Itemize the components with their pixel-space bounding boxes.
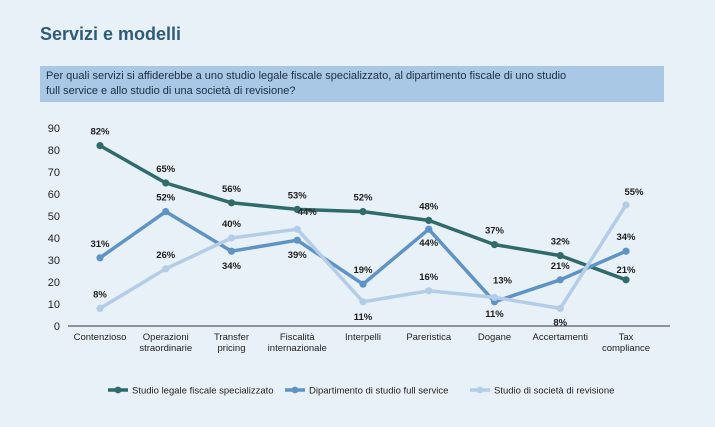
series-2-point bbox=[359, 280, 367, 288]
x-category-label: Pareristica bbox=[406, 332, 452, 343]
legend-swatch-marker bbox=[114, 386, 122, 394]
x-category-label: Interpelli bbox=[345, 332, 381, 343]
series-3-point bbox=[556, 304, 564, 312]
series-3-point bbox=[359, 298, 367, 306]
series-3-point bbox=[96, 304, 104, 312]
legend-swatch-marker bbox=[291, 386, 299, 394]
series-2-data-label: 34% bbox=[222, 261, 242, 272]
series-1-data-label: 65% bbox=[156, 164, 176, 175]
x-category-label: Dogane bbox=[478, 332, 511, 343]
series-2-data-label: 21% bbox=[551, 261, 571, 272]
legend-label: Dipartimento di studio full service bbox=[309, 386, 448, 397]
series-1-point bbox=[622, 276, 630, 284]
series-1-point bbox=[96, 142, 104, 150]
x-category-label: Fiscalità internazionale bbox=[268, 332, 327, 354]
series-2-data-label: 52% bbox=[156, 193, 176, 204]
y-tick-label: 70 bbox=[48, 167, 60, 179]
series-3-point bbox=[162, 265, 170, 273]
series-1-data-label: 37% bbox=[485, 226, 505, 237]
series-1-data-label: 32% bbox=[551, 237, 571, 248]
legend-swatch-marker bbox=[476, 386, 484, 394]
series-3-point bbox=[622, 201, 630, 209]
y-tick-label: 80 bbox=[48, 145, 60, 157]
series-1-point bbox=[359, 208, 367, 216]
series-1-point bbox=[490, 241, 499, 249]
question-line-1: Per quali servizi si affiderebbe a uno s… bbox=[46, 70, 567, 82]
legend-label: Studio di società di revisione bbox=[494, 386, 614, 397]
legend-label: Studio legale fiscale specializzato bbox=[132, 386, 274, 397]
page-title: Servizi e modelli bbox=[40, 24, 182, 44]
series-3-data-label: 55% bbox=[624, 187, 644, 198]
series-1-data-label: 48% bbox=[419, 201, 439, 212]
question-box: Per quali servizi si affiderebbe a uno s… bbox=[40, 66, 664, 102]
series-1-data-label: 82% bbox=[90, 127, 110, 138]
x-category-label: Accertamenti bbox=[533, 332, 588, 343]
series-3-data-label: 8% bbox=[553, 317, 567, 328]
series-2-point bbox=[556, 276, 564, 284]
y-tick-label: 30 bbox=[48, 255, 60, 267]
series-2-point bbox=[162, 208, 170, 216]
series-3-point bbox=[425, 287, 433, 295]
x-category-label: Contenzioso bbox=[74, 332, 127, 343]
x-category-label: Tax compliance bbox=[602, 332, 650, 354]
series-line-2 bbox=[98, 209, 627, 304]
series-2-point bbox=[227, 247, 236, 255]
series-3-data-label: 16% bbox=[419, 272, 439, 283]
series-1-data-label: 52% bbox=[353, 193, 373, 204]
series-2-point bbox=[425, 225, 433, 233]
series-1-data-label: 53% bbox=[288, 190, 308, 201]
x-category-label: Transfer pricing bbox=[214, 332, 249, 354]
series-3-point bbox=[490, 293, 499, 301]
series-1-data-label: 56% bbox=[222, 184, 242, 195]
y-tick-label: 40 bbox=[48, 233, 60, 245]
y-tick-label: 10 bbox=[48, 299, 60, 311]
series-1-point bbox=[425, 216, 433, 224]
series-1-point bbox=[556, 252, 564, 260]
y-tick-label: 0 bbox=[54, 321, 60, 333]
y-tick-label: 50 bbox=[48, 211, 60, 223]
series-3-data-label: 11% bbox=[354, 312, 373, 323]
y-tick-label: 90 bbox=[48, 123, 60, 135]
series-2-point bbox=[293, 236, 301, 244]
series-2-data-label: 11% bbox=[485, 309, 504, 320]
x-category-label: Operazioni straordinarie bbox=[139, 332, 192, 354]
series-2-data-label: 19% bbox=[353, 265, 373, 276]
y-tick-label: 20 bbox=[48, 277, 60, 289]
question-line-2: full service e allo studio di una societ… bbox=[46, 84, 296, 97]
series-1-point bbox=[293, 205, 301, 213]
series-2-point bbox=[96, 254, 104, 262]
series-1-data-label: 21% bbox=[616, 265, 636, 276]
series-3-point bbox=[293, 225, 301, 233]
series-2-data-label: 39% bbox=[288, 250, 308, 261]
series-3-data-label: 13% bbox=[493, 275, 513, 286]
series-2-data-label: 34% bbox=[616, 232, 636, 243]
series-1-point bbox=[162, 179, 170, 187]
series-1-point bbox=[227, 199, 236, 207]
series-2-data-label: 31% bbox=[90, 239, 110, 250]
series-3-data-label: 8% bbox=[93, 289, 107, 300]
series-3-data-label: 26% bbox=[156, 250, 176, 261]
series-2-point bbox=[622, 247, 630, 255]
series-3-data-label: 40% bbox=[222, 219, 242, 230]
series-2-data-label: 44% bbox=[419, 238, 439, 249]
series-3-point bbox=[227, 234, 236, 242]
series-3-data-label: 44% bbox=[298, 207, 318, 218]
y-tick-label: 60 bbox=[48, 189, 60, 201]
